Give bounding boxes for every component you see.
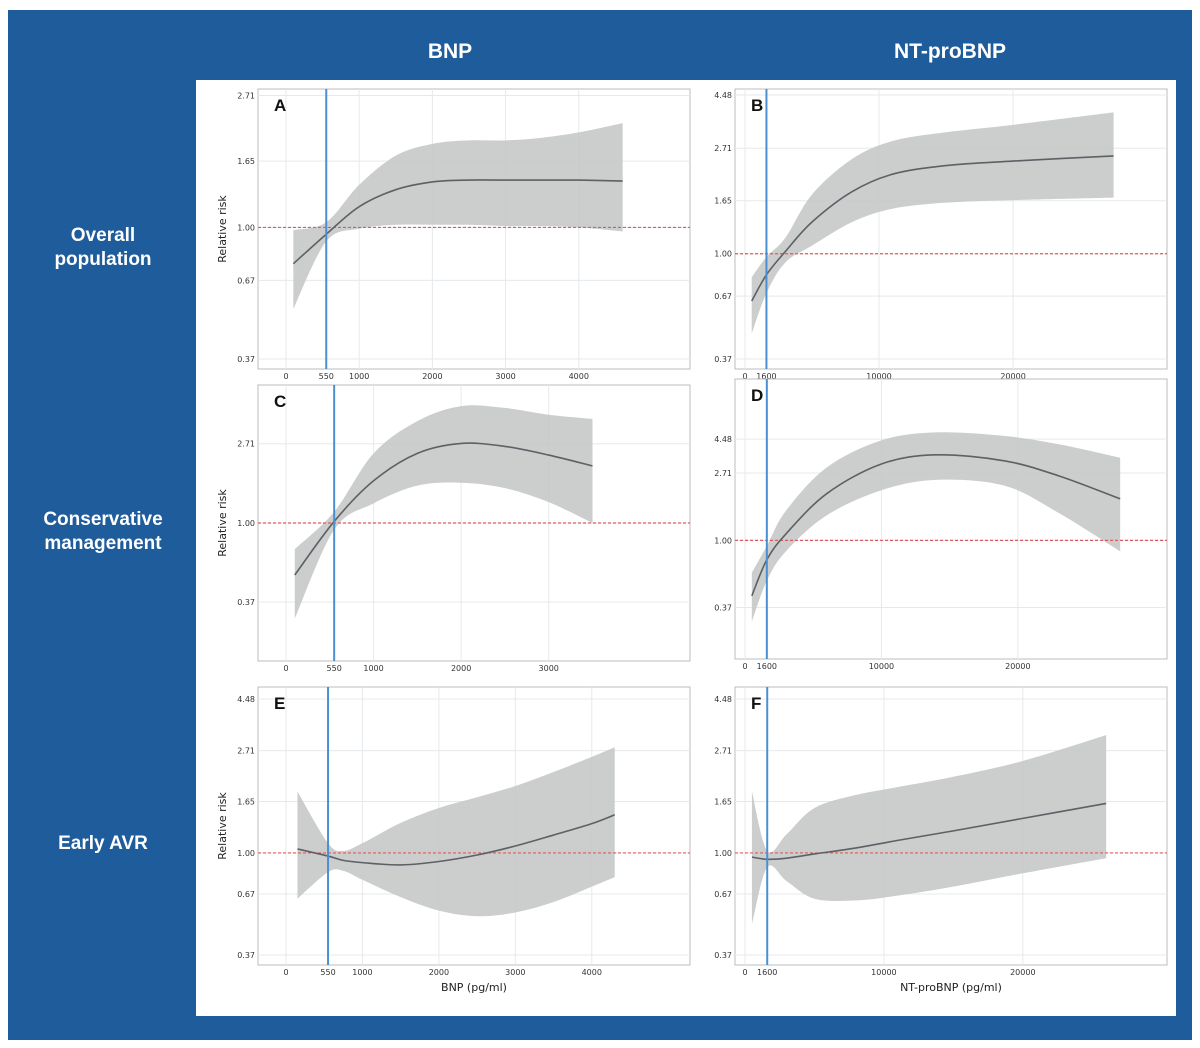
x-tick-label: 1600 <box>756 372 776 381</box>
y-tick-label: 4.48 <box>237 695 255 704</box>
x-tick-label: 2000 <box>429 968 449 977</box>
y-tick-label: 4.48 <box>714 435 732 444</box>
row-header-line: Early AVR <box>58 833 148 854</box>
x-tick-label: 550 <box>320 968 335 977</box>
confidence-band <box>751 432 1121 622</box>
chart-panel-f: 0 1600 10000 20000 0.37 0.67 1.00 1.65 2.71 4.48 N… <box>714 686 1168 994</box>
x-tick-label: 4000 <box>582 968 602 977</box>
chart-panel-d: 0 1600 10000 20000 0.37 1.00 2.71 4.48 D <box>714 378 1168 671</box>
y-tick-label: 2.71 <box>714 144 732 153</box>
x-tick-label: 0 <box>283 372 288 381</box>
row-header-early-avr: Early AVR <box>18 832 188 856</box>
y-tick-label: 1.00 <box>237 849 255 858</box>
x-tick-label: 2000 <box>451 664 471 673</box>
panel-label: A <box>274 96 286 115</box>
x-tick-label: 0 <box>283 664 288 673</box>
x-tick-label: 20000 <box>1000 372 1025 381</box>
y-tick-label: 1.00 <box>714 536 732 545</box>
y-axis-label: Relative risk <box>216 195 229 263</box>
panel-label: C <box>274 392 286 411</box>
x-tick-label: 0 <box>742 662 747 671</box>
confidence-band <box>751 112 1114 334</box>
panel-label: E <box>274 694 285 713</box>
x-tick-label: 3000 <box>539 664 559 673</box>
y-tick-label: 2.71 <box>237 440 255 449</box>
y-tick-label: 2.71 <box>237 747 255 756</box>
estimate-curve <box>751 453 1121 597</box>
row-header-line: population <box>54 249 152 270</box>
y-tick-label: 1.00 <box>714 250 732 259</box>
x-tick-label: 1600 <box>757 662 777 671</box>
x-tick-label: 2000 <box>422 372 442 381</box>
y-tick-label: 0.67 <box>237 890 255 899</box>
confidence-band <box>751 735 1107 925</box>
chart-panel-b: 0 1600 10000 20000 0.37 0.67 1.00 1.65 2.71 4.48 B <box>714 88 1168 381</box>
y-tick-label: 0.37 <box>714 951 732 960</box>
y-tick-label: 4.48 <box>714 91 732 100</box>
x-tick-label: 20000 <box>1010 968 1035 977</box>
row-header-line: Conservative <box>43 509 163 530</box>
y-tick-label: 0.37 <box>237 355 255 364</box>
x-tick-label: 1000 <box>363 664 383 673</box>
estimate-curve <box>292 179 623 265</box>
x-axis-label: BNP (pg/ml) <box>441 981 507 994</box>
x-tick-label: 3000 <box>495 372 515 381</box>
x-tick-label: 20000 <box>1005 662 1030 671</box>
chart-panel-c: 0 550 1000 2000 3000 0.37 1.00 2.71 Relative ris… <box>216 384 691 673</box>
x-tick-label: 4000 <box>569 372 589 381</box>
y-tick-label: 2.71 <box>714 469 732 478</box>
x-tick-label: 550 <box>319 372 334 381</box>
y-tick-label: 0.37 <box>714 355 732 364</box>
row-header-overall: Overall population <box>18 224 188 272</box>
y-tick-label: 0.37 <box>237 951 255 960</box>
y-tick-label: 0.37 <box>237 598 255 607</box>
x-tick-label: 1000 <box>349 372 369 381</box>
column-header-bnp: BNP <box>427 40 473 63</box>
x-tick-label: 1600 <box>757 968 777 977</box>
y-tick-label: 0.37 <box>714 603 732 612</box>
y-axis-label: Relative risk <box>216 792 229 860</box>
confidence-band <box>293 123 623 309</box>
column-header-nt-probnp: NT-proBNP <box>894 40 1006 63</box>
x-tick-label: 0 <box>283 968 288 977</box>
y-tick-label: 1.65 <box>714 798 732 807</box>
confidence-band <box>294 405 593 619</box>
panel-label: D <box>751 386 763 405</box>
y-tick-label: 2.71 <box>714 747 732 756</box>
y-tick-label: 0.67 <box>714 890 732 899</box>
chart-panel-a: 0 550 1000 2000 3000 4000 0.37 0.67 1.00 1.65 2.71… <box>216 88 691 381</box>
x-tick-label: 10000 <box>869 662 894 671</box>
confidence-band <box>297 747 615 917</box>
y-tick-label: 4.48 <box>714 695 732 704</box>
x-tick-label: 1000 <box>352 968 372 977</box>
y-tick-label: 1.65 <box>714 197 732 206</box>
y-tick-label: 0.67 <box>714 292 732 301</box>
x-tick-label: 550 <box>327 664 342 673</box>
panel-label: B <box>751 96 763 115</box>
x-tick-label: 10000 <box>866 372 891 381</box>
x-tick-label: 10000 <box>871 968 896 977</box>
row-header-line: management <box>44 533 162 554</box>
y-tick-label: 1.00 <box>237 223 255 232</box>
estimate-curve <box>751 155 1114 302</box>
y-tick-label: 0.67 <box>237 276 255 285</box>
x-tick-label: 0 <box>742 372 747 381</box>
y-axis-label: Relative risk <box>216 489 229 557</box>
panel-label: F <box>751 694 761 713</box>
y-tick-label: 1.00 <box>714 849 732 858</box>
y-tick-label: 1.65 <box>237 157 255 166</box>
estimate-curve <box>751 802 1107 861</box>
row-header-line: Overall <box>70 225 136 246</box>
y-tick-label: 2.71 <box>237 91 255 100</box>
y-tick-label: 1.00 <box>237 519 255 528</box>
chart-panel-e: 0 550 1000 2000 3000 4000 0.37 0.67 1.00 1.65 2.71… <box>216 686 691 994</box>
row-header-conservative: Conservative management <box>18 508 188 556</box>
estimate-curve <box>297 814 615 866</box>
y-tick-label: 1.65 <box>237 798 255 807</box>
x-axis-label: NT-proBNP (pg/ml) <box>900 981 1002 994</box>
x-tick-label: 3000 <box>505 968 525 977</box>
x-tick-label: 0 <box>742 968 747 977</box>
